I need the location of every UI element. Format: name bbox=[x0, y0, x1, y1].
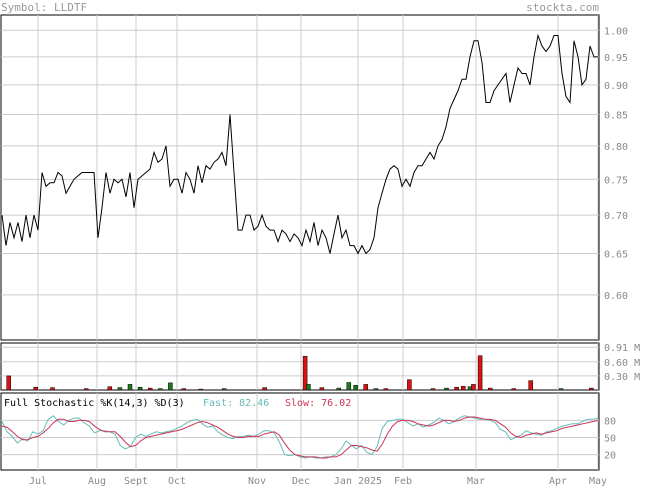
x-tick-label: Dec bbox=[292, 476, 310, 486]
volume-bar bbox=[444, 387, 449, 391]
price-tick-label: 0.60 bbox=[604, 291, 628, 302]
volume-bar bbox=[147, 387, 153, 391]
x-tick-label: Mar bbox=[467, 476, 485, 486]
volume-bar bbox=[407, 379, 412, 391]
volume-tick-label: 0.91 M bbox=[604, 343, 640, 354]
volume-bar bbox=[306, 384, 311, 391]
x-axis-labels: Jul Aug Sept Oct Nov Dec Jan 2025 Feb Mar Apr May bbox=[29, 476, 607, 487]
price-grid bbox=[0, 14, 600, 341]
volume-bar bbox=[127, 384, 133, 391]
volume-tick-label: 0.30 M bbox=[604, 372, 640, 383]
price-line bbox=[1, 33, 598, 255]
stochastic-panel-frame bbox=[0, 392, 600, 471]
x-tick-label: Apr bbox=[549, 476, 567, 486]
stochastic-lines bbox=[1, 415, 599, 459]
x-tick-label: Nov bbox=[248, 476, 266, 486]
volume-bar bbox=[511, 388, 517, 391]
volume-bar bbox=[383, 388, 389, 391]
volume-bar bbox=[477, 355, 483, 391]
price-tick-label: 0.80 bbox=[604, 142, 628, 153]
price-tick-label: 1.00 bbox=[604, 26, 628, 37]
volume-bar bbox=[33, 386, 38, 391]
volume-bar bbox=[262, 387, 267, 391]
volume-bar bbox=[319, 387, 325, 391]
volume-grid bbox=[0, 342, 600, 391]
stochastic-fast-label: Fast: 82.46 bbox=[203, 398, 269, 409]
stochastic-slow-label: Slow: 76.02 bbox=[285, 398, 351, 409]
x-tick-label: May bbox=[589, 476, 607, 486]
price-line-group bbox=[1, 33, 598, 255]
x-tick-label: Sept bbox=[124, 476, 148, 486]
volume-bar bbox=[302, 355, 308, 391]
volume-bar bbox=[373, 388, 379, 391]
volume-bar bbox=[363, 384, 368, 391]
price-tick-label: 0.90 bbox=[604, 81, 628, 92]
stochastic-grid bbox=[0, 392, 600, 471]
brand-label: stockta.com bbox=[526, 1, 599, 14]
x-tick-label: Jul bbox=[29, 476, 47, 486]
volume-bar bbox=[117, 387, 123, 391]
volume-bar bbox=[461, 385, 466, 391]
volume-tick-label: 0.60 M bbox=[604, 358, 640, 369]
volume-bar bbox=[454, 386, 459, 391]
symbol-label: Symbol: LLDTF bbox=[1, 1, 88, 14]
x-tick-label: Aug bbox=[88, 476, 106, 486]
price-tick-label: 0.85 bbox=[604, 110, 628, 121]
x-tick-label: Jan 2025 bbox=[334, 476, 382, 486]
volume-bar bbox=[50, 387, 55, 391]
volume-bar bbox=[589, 387, 594, 391]
stochastic-legend: Full Stochastic %K(14,3) %D(3) Fast: 82.… bbox=[4, 398, 351, 409]
stochastic-title: Full Stochastic %K(14,3) %D(3) bbox=[4, 398, 185, 409]
x-tick-label: Oct bbox=[168, 476, 186, 486]
price-tick-label: 0.70 bbox=[604, 211, 628, 222]
volume-bar bbox=[558, 388, 564, 391]
volume-bar bbox=[107, 386, 113, 391]
x-tick-label: Feb bbox=[394, 476, 412, 486]
stochastic-fast-line bbox=[1, 415, 599, 459]
stochastic-y-axis: 80 50 20 bbox=[604, 416, 616, 461]
volume-bar bbox=[221, 388, 227, 391]
stochastic-tick-label: 50 bbox=[604, 434, 616, 445]
volume-bar bbox=[168, 382, 173, 391]
price-panel-frame bbox=[0, 14, 600, 341]
volume-bar bbox=[158, 388, 163, 391]
volume-bar bbox=[353, 385, 358, 391]
stochastic-slow-line bbox=[1, 416, 599, 459]
price-tick-label: 0.65 bbox=[604, 249, 628, 260]
volume-bar bbox=[83, 388, 89, 391]
price-y-axis: 1.00 0.95 0.90 0.85 0.80 0.75 0.70 0.65 0.60 bbox=[604, 26, 628, 302]
volume-bar bbox=[487, 387, 493, 391]
volume-bar bbox=[137, 386, 143, 391]
volume-bar bbox=[346, 382, 352, 391]
volume-bar bbox=[6, 375, 11, 391]
volume-bar bbox=[198, 388, 203, 391]
volume-bar bbox=[528, 380, 533, 391]
volume-bar bbox=[430, 388, 436, 391]
volume-bar bbox=[181, 388, 187, 391]
stochastic-tick-label: 80 bbox=[604, 416, 616, 427]
volume-bar bbox=[336, 387, 341, 391]
stochastic-tick-label: 20 bbox=[604, 451, 616, 462]
volume-bar bbox=[471, 384, 476, 391]
volume-panel-frame bbox=[0, 342, 600, 391]
volume-bars bbox=[6, 355, 594, 391]
price-tick-label: 0.75 bbox=[604, 175, 628, 186]
volume-y-axis: 0.91 M 0.60 M 0.30 M bbox=[604, 343, 640, 383]
price-tick-label: 0.95 bbox=[604, 53, 628, 64]
